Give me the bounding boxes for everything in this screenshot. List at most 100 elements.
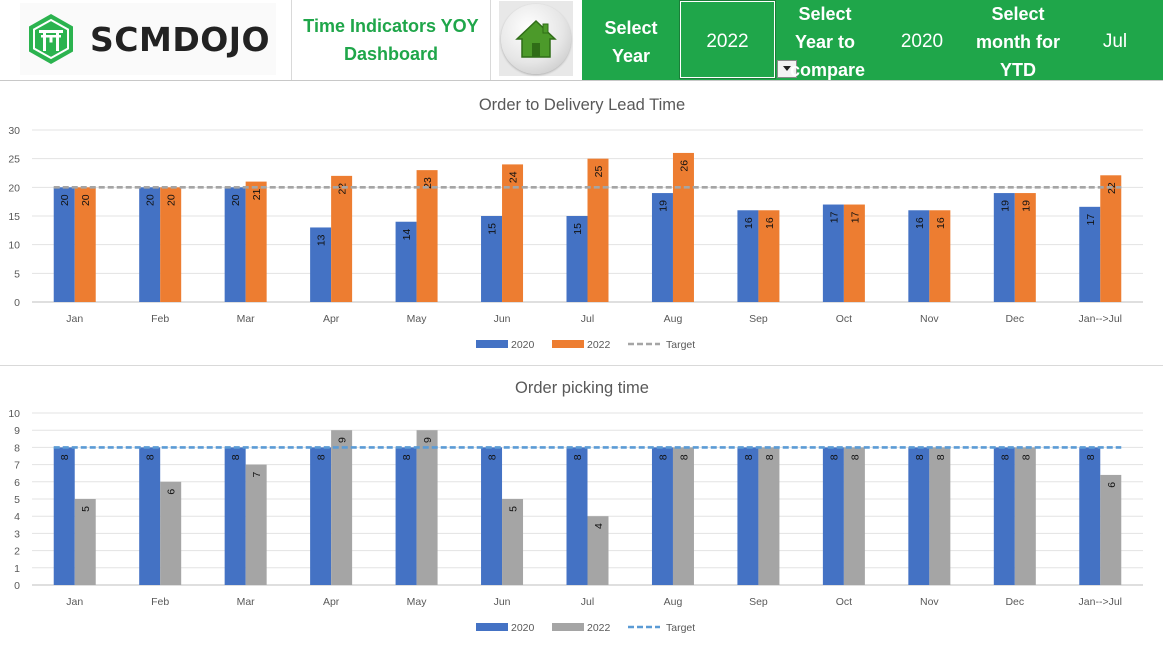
x-tick-label: Mar bbox=[237, 313, 256, 325]
bar-data-label: 8 bbox=[59, 454, 71, 460]
bar-2020 bbox=[395, 447, 417, 585]
bar-2022 bbox=[587, 158, 609, 302]
dashboard-header: SCMDOJO Time Indicators YOY Dashboard Se… bbox=[0, 0, 1163, 81]
y-tick-label: 6 bbox=[14, 477, 20, 489]
y-tick-label: 7 bbox=[14, 460, 20, 472]
bar-data-label: 8 bbox=[999, 454, 1011, 460]
bar-2022 bbox=[245, 464, 267, 585]
ytd-month-value[interactable]: Jul bbox=[1102, 31, 1128, 52]
lead-time-chart: Order to Delivery Lead Time 0 5 10 15 20 25 30 2… bbox=[8, 96, 1143, 351]
bar-data-label: 19 bbox=[1020, 200, 1032, 212]
bar-2020 bbox=[993, 447, 1015, 585]
bar-2022 bbox=[1100, 474, 1122, 585]
bar-2022 bbox=[160, 187, 182, 302]
y-tick-label: 20 bbox=[8, 182, 20, 194]
ytd-month-label: Select month for YTD bbox=[976, 4, 1060, 80]
chart-title: Order to Delivery Lead Time bbox=[479, 96, 685, 114]
bar-data-label: 16 bbox=[743, 217, 755, 229]
y-tick-label: 15 bbox=[8, 211, 20, 223]
bar-2022 bbox=[929, 447, 951, 585]
bar-2020 bbox=[481, 216, 503, 302]
selector-band bbox=[582, 0, 1163, 80]
x-tick-label: Jun bbox=[494, 313, 511, 325]
bar-data-label: 17 bbox=[1085, 214, 1097, 226]
home-button-circle[interactable] bbox=[501, 3, 571, 74]
y-tick-label: 10 bbox=[8, 408, 20, 420]
select-year-cell[interactable] bbox=[679, 0, 776, 79]
y-tick-label: 8 bbox=[14, 442, 20, 454]
bar-data-label: 13 bbox=[316, 234, 328, 246]
bar-data-label: 8 bbox=[230, 454, 242, 460]
bar-2020 bbox=[310, 227, 332, 302]
bar-2022 bbox=[843, 204, 865, 302]
chart-divider bbox=[0, 365, 1163, 366]
bar-data-label: 16 bbox=[764, 217, 776, 229]
bar-data-label: 20 bbox=[80, 194, 92, 206]
scmdojo-torii-icon bbox=[29, 14, 73, 64]
x-tick-label: Apr bbox=[323, 313, 340, 325]
bar-2020 bbox=[737, 447, 759, 585]
header-divider bbox=[0, 80, 1163, 81]
bar-2020 bbox=[822, 447, 844, 585]
x-tick-label: May bbox=[407, 313, 428, 325]
home-button[interactable] bbox=[499, 1, 573, 76]
compare-year-value[interactable]: 2020 bbox=[900, 31, 944, 52]
logo-cell: SCMDOJO bbox=[0, 0, 292, 80]
bar-2020 bbox=[481, 447, 503, 585]
bar-2020 bbox=[651, 447, 673, 585]
bar-data-label: 8 bbox=[145, 454, 157, 460]
legend-swatch-2020 bbox=[476, 340, 508, 348]
x-tick-label: Oct bbox=[836, 596, 852, 608]
bar-2022 bbox=[758, 210, 780, 302]
bar-2020 bbox=[737, 210, 759, 302]
bar-data-label: 8 bbox=[1085, 454, 1097, 460]
legend-label: Target bbox=[666, 339, 695, 351]
bar-data-label: 22 bbox=[337, 183, 349, 195]
x-tick-label: Jan bbox=[66, 313, 83, 325]
x-tick-label: Mar bbox=[237, 596, 256, 608]
legend-swatch-2020 bbox=[476, 623, 508, 631]
bar-data-label: 14 bbox=[401, 229, 413, 241]
bar-data-label: 8 bbox=[657, 454, 669, 460]
select-year-value[interactable]: 2022 bbox=[706, 31, 749, 52]
bar-data-label: 26 bbox=[678, 160, 690, 172]
bar-2022 bbox=[929, 210, 951, 302]
bar-data-label: 8 bbox=[487, 454, 499, 460]
bar-data-label: 6 bbox=[166, 489, 178, 495]
x-tick-label: Nov bbox=[920, 596, 939, 608]
bar-data-label: 8 bbox=[1020, 454, 1032, 460]
chevron-down-icon bbox=[783, 66, 791, 71]
bar-data-label: 8 bbox=[572, 454, 584, 460]
bar-2022 bbox=[672, 447, 694, 585]
bar-data-label: 20 bbox=[230, 194, 242, 206]
x-tick-label: Jul bbox=[581, 313, 594, 325]
scmdojo-logo: SCMDOJO bbox=[20, 3, 276, 75]
bar-2020 bbox=[566, 447, 588, 585]
bar-2020 bbox=[908, 210, 930, 302]
bar-data-label: 16 bbox=[935, 217, 947, 229]
picking-time-chart-panel: Order picking time 0 1 2 3 4 5 6 7 8 9 10 8 5 Jan 8 6 Feb… bbox=[0, 366, 1163, 647]
bar-2020 bbox=[566, 216, 588, 302]
y-tick-label: 5 bbox=[14, 268, 20, 280]
bar-2020 bbox=[1079, 447, 1101, 585]
bar-data-label: 15 bbox=[487, 223, 499, 235]
bar-data-label: 19 bbox=[999, 200, 1011, 212]
compare-year-label: Select Year to compare bbox=[790, 4, 866, 80]
bar-2022 bbox=[331, 430, 353, 585]
bar-2020 bbox=[822, 204, 844, 302]
bar-2020 bbox=[224, 187, 246, 302]
bar-data-label: 9 bbox=[422, 437, 434, 443]
x-tick-label: Jul bbox=[581, 596, 594, 608]
bar-2022 bbox=[843, 447, 865, 585]
bar-2022 bbox=[758, 447, 780, 585]
bar-2020 bbox=[224, 447, 246, 585]
x-tick-label: Sep bbox=[749, 313, 768, 325]
bar-2020 bbox=[139, 187, 161, 302]
bar-2020 bbox=[395, 221, 417, 302]
bar-2022 bbox=[502, 164, 524, 302]
x-tick-label: Dec bbox=[1005, 596, 1024, 608]
select-year-dropdown[interactable] bbox=[777, 60, 797, 78]
x-tick-label: Aug bbox=[664, 596, 683, 608]
home-icon bbox=[515, 19, 557, 58]
y-tick-label: 1 bbox=[14, 563, 20, 575]
